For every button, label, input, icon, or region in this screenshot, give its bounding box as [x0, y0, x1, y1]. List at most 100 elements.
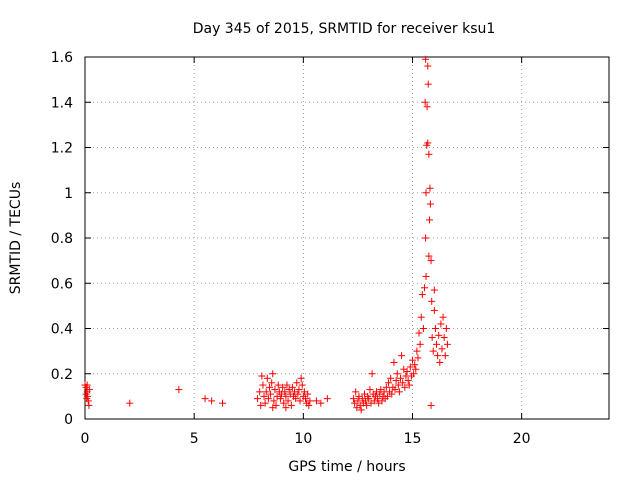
data-point — [302, 395, 310, 403]
data-point — [430, 306, 438, 314]
data-point — [83, 395, 91, 403]
data-point — [427, 401, 435, 409]
data-point — [279, 383, 287, 391]
data-point — [426, 184, 434, 192]
data-point — [257, 401, 265, 409]
data-point — [274, 381, 282, 389]
data-point — [208, 397, 216, 405]
data-point — [401, 383, 409, 391]
data-point — [425, 252, 433, 260]
data-point — [410, 370, 418, 378]
data-point — [253, 395, 261, 403]
data-point — [271, 386, 279, 394]
y-axis-label: SRMTID / TECUs — [8, 182, 24, 295]
data-point — [258, 372, 266, 380]
data-point — [406, 363, 414, 371]
y-tick-label: 0.6 — [51, 276, 73, 292]
data-point — [426, 216, 434, 224]
data-point — [395, 388, 403, 396]
data-point — [85, 401, 93, 409]
data-point — [296, 397, 304, 405]
data-point — [284, 397, 292, 405]
data-point — [354, 397, 362, 405]
data-point — [259, 381, 267, 389]
data-point — [399, 379, 407, 387]
x-tick-label: 15 — [404, 431, 422, 447]
data-point — [175, 386, 183, 394]
data-point — [430, 286, 438, 294]
data-point — [368, 370, 376, 378]
data-point — [411, 361, 419, 369]
data-point — [403, 367, 411, 375]
chart-title: Day 345 of 2015, SRMTID for receiver ksu… — [193, 21, 496, 37]
data-point — [297, 374, 305, 382]
data-point — [219, 399, 227, 407]
data-point — [417, 313, 425, 321]
data-point — [396, 374, 404, 382]
data-point — [276, 395, 284, 403]
data-point — [365, 395, 373, 403]
y-tick-label: 0.2 — [51, 367, 73, 383]
data-point — [416, 340, 424, 348]
data-point — [265, 383, 273, 391]
data-point — [282, 404, 290, 412]
data-point — [409, 356, 416, 364]
data-point — [431, 325, 439, 332]
data-point — [85, 386, 93, 394]
data-point — [282, 392, 290, 400]
data-point — [413, 347, 421, 355]
data-point — [435, 331, 443, 339]
x-tick-label: 20 — [513, 431, 531, 447]
data-point — [264, 395, 272, 403]
data-point — [422, 55, 430, 63]
data-points — [81, 55, 451, 414]
data-point — [440, 334, 448, 342]
data-point — [268, 379, 276, 387]
data-point — [391, 386, 399, 394]
y-tick-label: 1.6 — [51, 50, 73, 66]
data-point — [262, 388, 270, 396]
x-tick-label: 5 — [190, 431, 199, 447]
data-point — [281, 388, 289, 396]
data-point — [414, 354, 422, 362]
tick-labels: 0 0.2 0.4 0.6 0.8 1 1.2 1.4 1.6 0 5 10 15 20 — [51, 50, 531, 447]
data-point — [428, 334, 436, 342]
data-point — [306, 397, 314, 405]
data-point — [83, 381, 91, 389]
data-point — [383, 392, 391, 400]
data-point — [126, 399, 134, 407]
y-tick-label: 1.2 — [51, 141, 73, 157]
data-point — [433, 340, 441, 348]
y-tick-label: 0.8 — [51, 231, 73, 247]
data-point — [298, 381, 306, 389]
data-point — [295, 386, 303, 394]
data-point — [201, 395, 209, 403]
data-point — [283, 381, 291, 389]
data-point — [405, 381, 413, 389]
data-point — [442, 325, 450, 332]
data-point — [404, 377, 412, 385]
data-point — [287, 401, 295, 409]
y-tick-label: 1.4 — [51, 95, 73, 111]
data-point — [388, 390, 396, 398]
data-point — [350, 395, 358, 403]
data-point — [82, 390, 90, 398]
data-point — [292, 395, 300, 403]
data-point — [260, 392, 268, 400]
data-point — [398, 352, 406, 360]
data-point — [419, 325, 427, 332]
data-point — [263, 374, 271, 382]
data-point — [387, 374, 395, 382]
data-point — [422, 234, 430, 242]
data-point — [357, 406, 365, 414]
data-point — [437, 320, 445, 328]
x-tick-label: 0 — [81, 431, 90, 447]
data-point — [256, 388, 264, 396]
data-point — [424, 139, 432, 147]
data-point — [317, 399, 325, 407]
data-point — [422, 272, 430, 280]
data-point — [267, 390, 275, 398]
data-point — [422, 189, 430, 197]
data-point — [393, 370, 401, 378]
data-point — [280, 399, 288, 407]
